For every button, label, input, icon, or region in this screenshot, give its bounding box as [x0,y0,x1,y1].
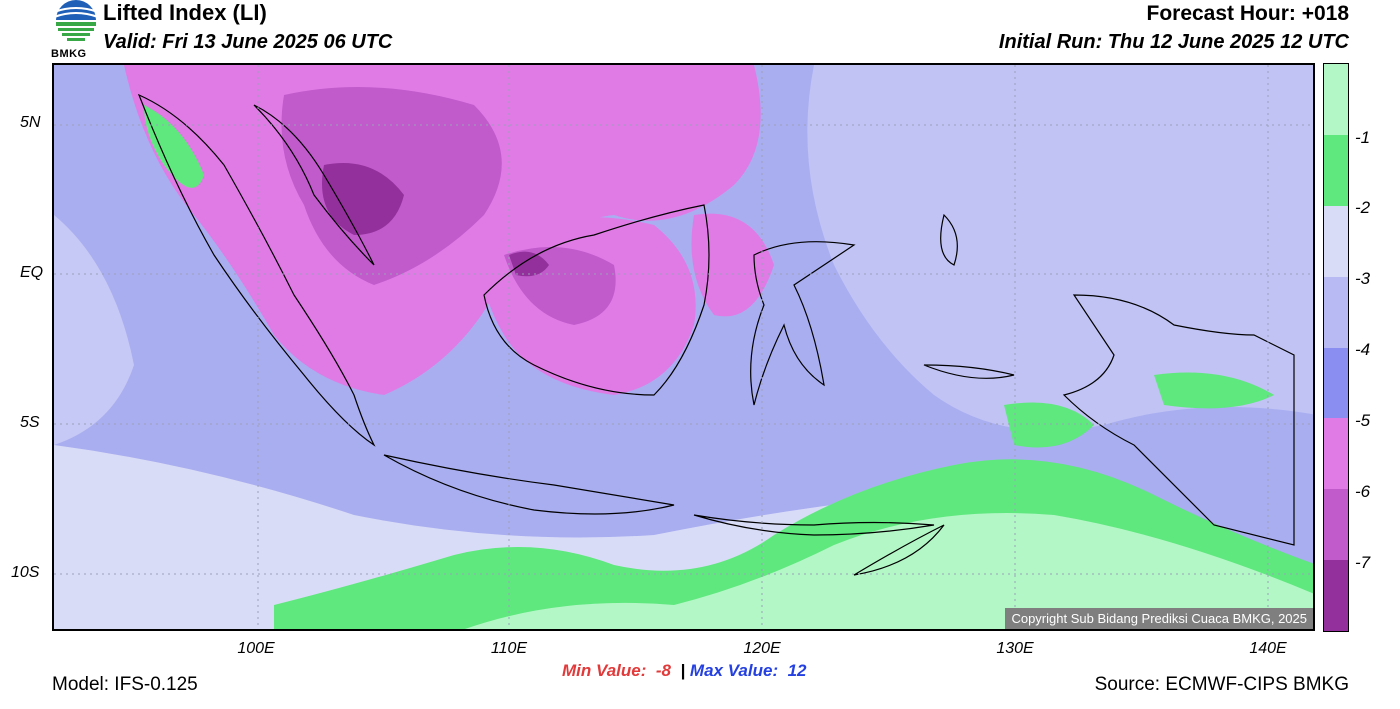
colorbar-label: -4 [1355,340,1371,359]
colorbar-segment [1324,489,1348,561]
gridlines [54,65,1313,629]
lon-label-120e: 120E [743,640,781,657]
colorbar-segment [1324,64,1348,135]
model-label: Model: IFS-0.125 [52,674,198,695]
max-value-label: Max Value: [689,661,779,680]
coast-halmahera [940,213,958,266]
colorbar-label: -6 [1355,482,1371,501]
lat-label-eq: EQ [20,264,44,281]
light-green-south [465,513,1313,629]
colorbar-segment [1324,276,1348,348]
colorbar-label: -7 [1355,553,1371,572]
lon-label-110e: 110E [490,640,528,657]
lon-label-140e: 140E [1249,640,1287,657]
magenta-field-sulawesi [691,213,774,317]
copyright-box: Copyright Sub Bidang Prediksi Cuaca BMKG… [1005,608,1313,629]
colorbar-segment [1324,205,1348,277]
min-max-values: Min Value: -8 | Max Value: 12 [562,661,806,681]
colorbar-fill [1324,64,1348,631]
lat-label-5n: 5N [20,114,41,131]
colorbar-segment [1324,560,1348,631]
colorbar-label: -2 [1355,198,1371,217]
colorbar-segment [1324,347,1348,419]
deep-purple-core-2 [509,251,549,277]
coast-sulawesi [750,241,856,406]
coast-seram [923,364,1015,379]
deep-purple-core-1 [322,163,404,235]
map-title: Lifted Index (LI) [103,0,267,25]
green-patch-arafura [1004,402,1094,448]
valid-time: Valid: Fri 13 June 2025 06 UTC [103,31,393,53]
colorbar-label: -5 [1355,411,1371,430]
lifted-index-map [52,63,1315,631]
bmkg-logo-icon [52,0,100,60]
colorbar-segment [1324,418,1348,490]
bmkg-logo-text: BMKG [51,48,87,60]
coast-malay-peninsula [253,104,375,266]
source-label: Source: ECMWF-CIPS BMKG [1094,674,1349,695]
minmax-separator: | [680,661,686,680]
coast-timor [853,524,945,576]
colorbar-label: -1 [1355,128,1371,147]
green-patch-papua [1154,372,1274,409]
min-value-label: Min Value: [562,661,647,680]
coastlines [137,93,1295,576]
max-value: 12 [787,661,807,680]
lat-label-10s: 10S [11,564,40,581]
green-patch-sumatra [144,105,204,188]
lat-label-5s: 5S [20,414,40,431]
lon-label-130e: 130E [996,640,1034,657]
forecast-hour: Forecast Hour: +018 [1146,2,1350,25]
coast-papua [1062,294,1295,546]
coast-java [383,454,675,515]
lavender-field-east [807,65,1313,431]
coast-sumatra [137,93,376,447]
light-field-west [54,215,134,445]
lon-label-100e: 100E [237,640,275,657]
colorbar-label: -3 [1355,269,1371,288]
initial-run: Initial Run: Thu 12 June 2025 12 UTC [998,31,1349,53]
colorbar [1323,63,1349,632]
coast-borneo [483,204,710,396]
colorbar-segment [1324,134,1348,206]
min-value: -8 [655,661,671,680]
coast-nusa-tenggara [693,514,935,536]
